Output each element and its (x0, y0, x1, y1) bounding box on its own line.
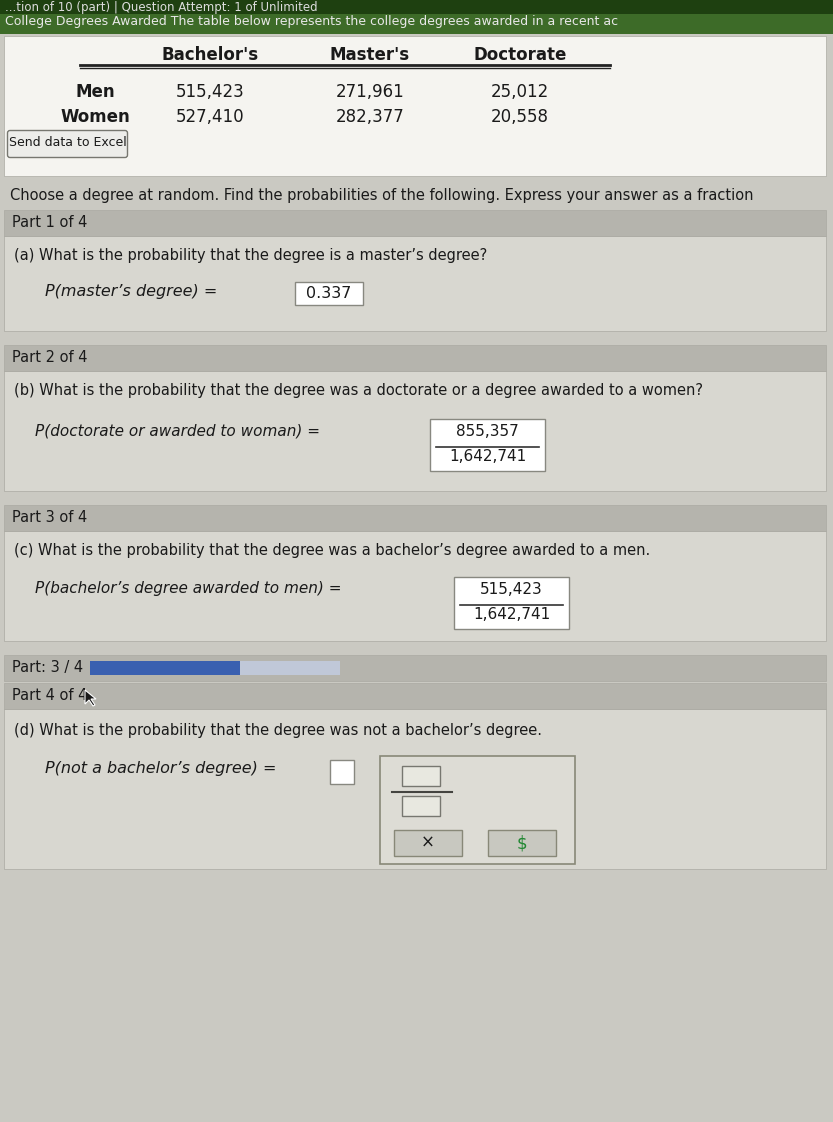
Bar (380, 756, 575, 864)
Text: $: $ (516, 834, 527, 852)
Bar (4, 709, 826, 870)
Text: P(bachelor’s degree awarded to men) =: P(bachelor’s degree awarded to men) = (35, 581, 342, 596)
Text: (a) What is the probability that the degree is a master’s degree?: (a) What is the probability that the deg… (14, 248, 487, 263)
Text: 515,423: 515,423 (480, 582, 543, 597)
Bar (4, 371, 826, 491)
Bar (295, 282, 363, 305)
Text: P(master’s degree) =: P(master’s degree) = (45, 284, 217, 298)
Bar (4, 210, 826, 236)
Bar (4, 655, 826, 681)
Bar (240, 661, 340, 675)
Bar (454, 577, 569, 629)
Bar (0, 13, 833, 34)
Text: ×: × (421, 834, 435, 852)
Text: 0.337: 0.337 (307, 286, 352, 301)
Text: Master's: Master's (330, 46, 410, 64)
Text: Part 3 of 4: Part 3 of 4 (12, 511, 87, 525)
FancyBboxPatch shape (7, 130, 127, 157)
Text: (d) What is the probability that the degree was not a bachelor’s degree.: (d) What is the probability that the deg… (14, 723, 542, 738)
Text: P(doctorate or awarded to woman) =: P(doctorate or awarded to woman) = (35, 423, 320, 438)
Bar (90, 661, 240, 675)
Text: (c) What is the probability that the degree was a bachelor’s degree awarded to a: (c) What is the probability that the deg… (14, 543, 651, 558)
Text: Part 4 of 4: Part 4 of 4 (12, 688, 87, 703)
Text: 1,642,741: 1,642,741 (473, 607, 550, 622)
Text: 527,410: 527,410 (176, 108, 244, 126)
Text: Men: Men (75, 83, 115, 101)
Text: 515,423: 515,423 (176, 83, 244, 101)
Bar (394, 830, 462, 856)
Bar (488, 830, 556, 856)
Text: Women: Women (60, 108, 130, 126)
Bar (4, 683, 826, 709)
Text: Choose a degree at random. Find the probabilities of the following. Express your: Choose a degree at random. Find the prob… (10, 188, 754, 203)
Text: Part 1 of 4: Part 1 of 4 (12, 215, 87, 230)
Text: P(not a bachelor’s degree) =: P(not a bachelor’s degree) = (45, 761, 277, 776)
Text: (b) What is the probability that the degree was a doctorate or a degree awarded : (b) What is the probability that the deg… (14, 383, 703, 398)
Text: Send data to Excel: Send data to Excel (8, 136, 127, 149)
Text: Part 2 of 4: Part 2 of 4 (12, 350, 87, 365)
Text: College Degrees Awarded The table below represents the college degrees awarded i: College Degrees Awarded The table below … (5, 15, 618, 28)
Polygon shape (85, 690, 96, 706)
Text: 20,558: 20,558 (491, 108, 549, 126)
Bar (402, 766, 440, 787)
Text: 282,377: 282,377 (336, 108, 404, 126)
Bar (4, 531, 826, 641)
Text: 25,012: 25,012 (491, 83, 549, 101)
Text: 855,357: 855,357 (456, 424, 519, 439)
Bar (4, 236, 826, 331)
Text: Part: 3 / 4: Part: 3 / 4 (12, 660, 83, 675)
Bar (4, 36, 826, 176)
Bar (0, 0, 833, 13)
Text: 1,642,741: 1,642,741 (449, 449, 526, 465)
Bar (4, 344, 826, 371)
Text: Bachelor's: Bachelor's (162, 46, 258, 64)
Bar (402, 795, 440, 816)
Bar (330, 760, 354, 784)
Bar (430, 419, 545, 471)
Text: 271,961: 271,961 (336, 83, 404, 101)
Bar (4, 505, 826, 531)
Text: ...tion of 10 (part) | Question Attempt: 1 of Unlimited: ...tion of 10 (part) | Question Attempt:… (5, 1, 317, 13)
Text: Doctorate: Doctorate (473, 46, 566, 64)
